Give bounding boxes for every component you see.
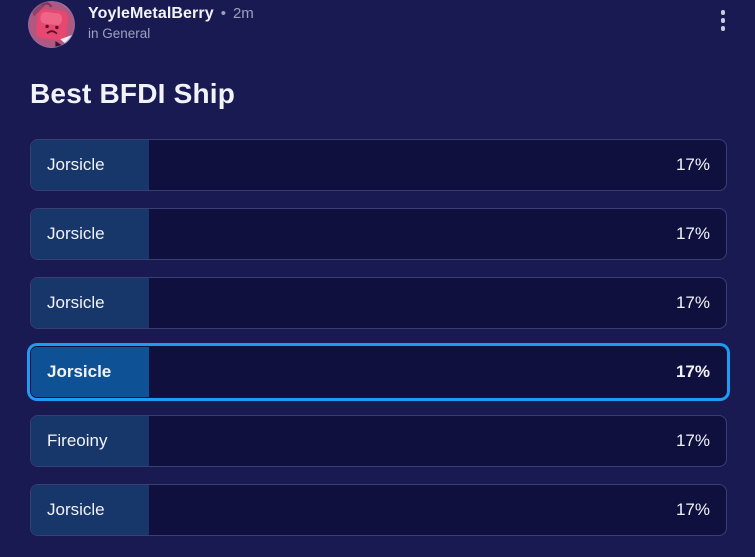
poll-title: Best BFDI Ship <box>30 78 236 109</box>
kebab-menu-icon[interactable] <box>717 1 730 37</box>
meta-separator: • <box>220 5 226 22</box>
poll-option-fill <box>31 485 150 535</box>
kebab-dot <box>720 18 725 23</box>
poll-option[interactable]: Jorsicle 17% <box>30 139 727 191</box>
kebab-dot <box>720 26 725 31</box>
poll-option-percent: 17% <box>675 500 710 519</box>
avatar[interactable] <box>28 1 75 48</box>
poll-options: Jorsicle 17% Jorsicle 17% Jorsicle 17% J… <box>30 139 727 536</box>
poll-option-label: Jorsicle <box>47 362 112 381</box>
post-timestamp: 2m <box>232 5 254 22</box>
kebab-dot <box>720 10 725 15</box>
poll-option-label: Fireoiny <box>47 431 108 450</box>
poll-option[interactable]: Jorsicle 17% <box>30 346 727 398</box>
poll-option-fill <box>31 347 150 397</box>
author-name[interactable]: YoyleMetalBerry <box>88 5 214 22</box>
post-header: YoyleMetalBerry • 2m in General <box>0 0 755 48</box>
poll-option-fill <box>31 140 150 190</box>
poll-option-fill <box>31 416 150 466</box>
poll-option[interactable]: Jorsicle 17% <box>30 208 727 260</box>
poll-option-percent: 17% <box>675 293 710 312</box>
poll-option-fill <box>31 209 150 259</box>
poll-option[interactable]: Fireoiny 17% <box>30 415 727 467</box>
poll-option-label: Jorsicle <box>47 155 105 174</box>
poll-option[interactable]: Jorsicle 17% <box>30 277 727 329</box>
poll-option-label: Jorsicle <box>47 293 105 312</box>
avatar-berry-image <box>28 1 75 48</box>
poll-option-fill <box>31 278 150 328</box>
poll-option-percent: 17% <box>675 431 710 450</box>
poll-option[interactable]: Jorsicle 17% <box>30 484 727 536</box>
post-location[interactable]: in General <box>88 26 151 41</box>
author-block: YoyleMetalBerry • 2m in General <box>88 1 254 41</box>
poll-option-label: Jorsicle <box>47 224 105 243</box>
poll-option-label: Jorsicle <box>47 500 105 519</box>
poll-option-percent: 17% <box>675 224 710 243</box>
poll-option-percent: 17% <box>675 155 710 174</box>
poll-option-percent: 17% <box>675 362 710 381</box>
